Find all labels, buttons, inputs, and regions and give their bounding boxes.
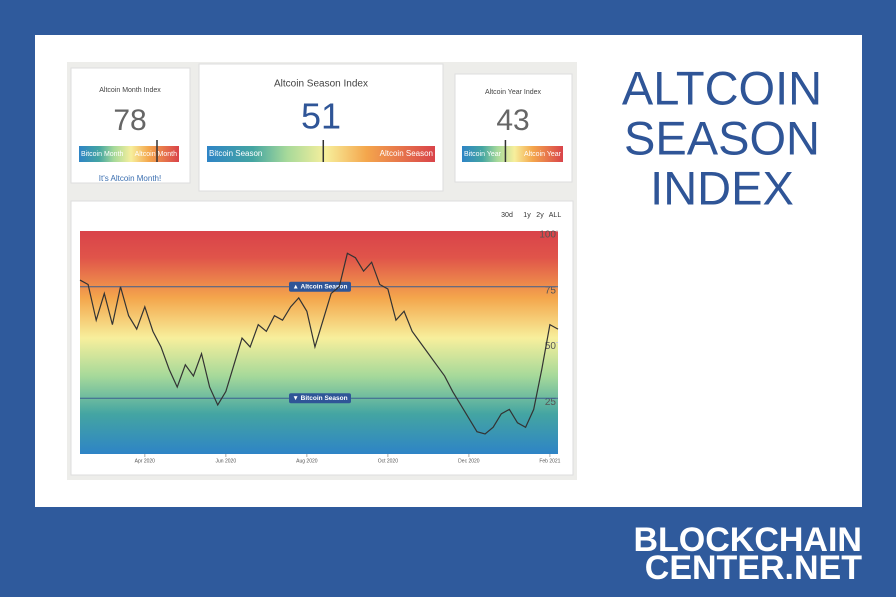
annotation: ▼ Bitcoin Season: [292, 395, 347, 402]
card-value: 51: [301, 96, 341, 137]
gauge: [79, 146, 179, 162]
gauge-left: Bitcoin Month: [81, 151, 124, 158]
x-tick-label: Feb 2021: [539, 458, 560, 464]
x-tick-label: Jun 2020: [216, 458, 237, 464]
card-value: 43: [496, 104, 529, 137]
range-button[interactable]: ALL: [549, 212, 562, 219]
gauge: [462, 146, 563, 162]
plot-area: [80, 231, 558, 454]
card-title: Altcoin Season Index: [274, 79, 368, 90]
line: [79, 252, 559, 435]
y-tick-label: 100: [539, 230, 556, 241]
gauge-right: Altcoin Season: [380, 149, 433, 158]
annotation: ▲ Altcoin Season: [293, 283, 348, 290]
y-tick-label: 25: [545, 397, 557, 408]
y-tick-label: 75: [545, 285, 557, 296]
card: [70, 67, 191, 184]
y-tick-label: 50: [545, 341, 557, 352]
brand: BLOCKCHAIN: [633, 521, 862, 559]
brand: CENTER.NET: [645, 549, 862, 587]
range-button[interactable]: 30d: [501, 212, 513, 219]
x-tick-label: Dec 2020: [458, 458, 480, 464]
range-button[interactable]: 1y: [523, 212, 531, 219]
headline: SEASON: [624, 111, 820, 164]
x-tick-label: Oct 2020: [378, 458, 399, 464]
card: [198, 63, 444, 192]
gauge: [207, 146, 435, 162]
gauge-right: Altcoin Month: [135, 151, 178, 158]
range-button[interactable]: 2y: [536, 212, 544, 219]
gauge-right: Altcoin Year: [524, 151, 562, 158]
annotation-box: [289, 393, 351, 404]
headline: ALTCOIN: [622, 61, 822, 114]
x-tick-label: Apr 2020: [135, 458, 156, 464]
x-tick-label: Aug 2020: [296, 458, 318, 464]
headline: INDEX: [650, 161, 794, 214]
card: [454, 73, 573, 183]
gauge-left: Bitcoin Year: [464, 151, 502, 158]
card-value: 78: [113, 104, 146, 137]
gauge-left: Bitcoin Season: [209, 149, 262, 158]
card-title: Altcoin Year Index: [485, 89, 542, 96]
card-footer: It's Altcoin Month!: [99, 174, 161, 183]
card-title: Altcoin Month Index: [99, 87, 161, 94]
